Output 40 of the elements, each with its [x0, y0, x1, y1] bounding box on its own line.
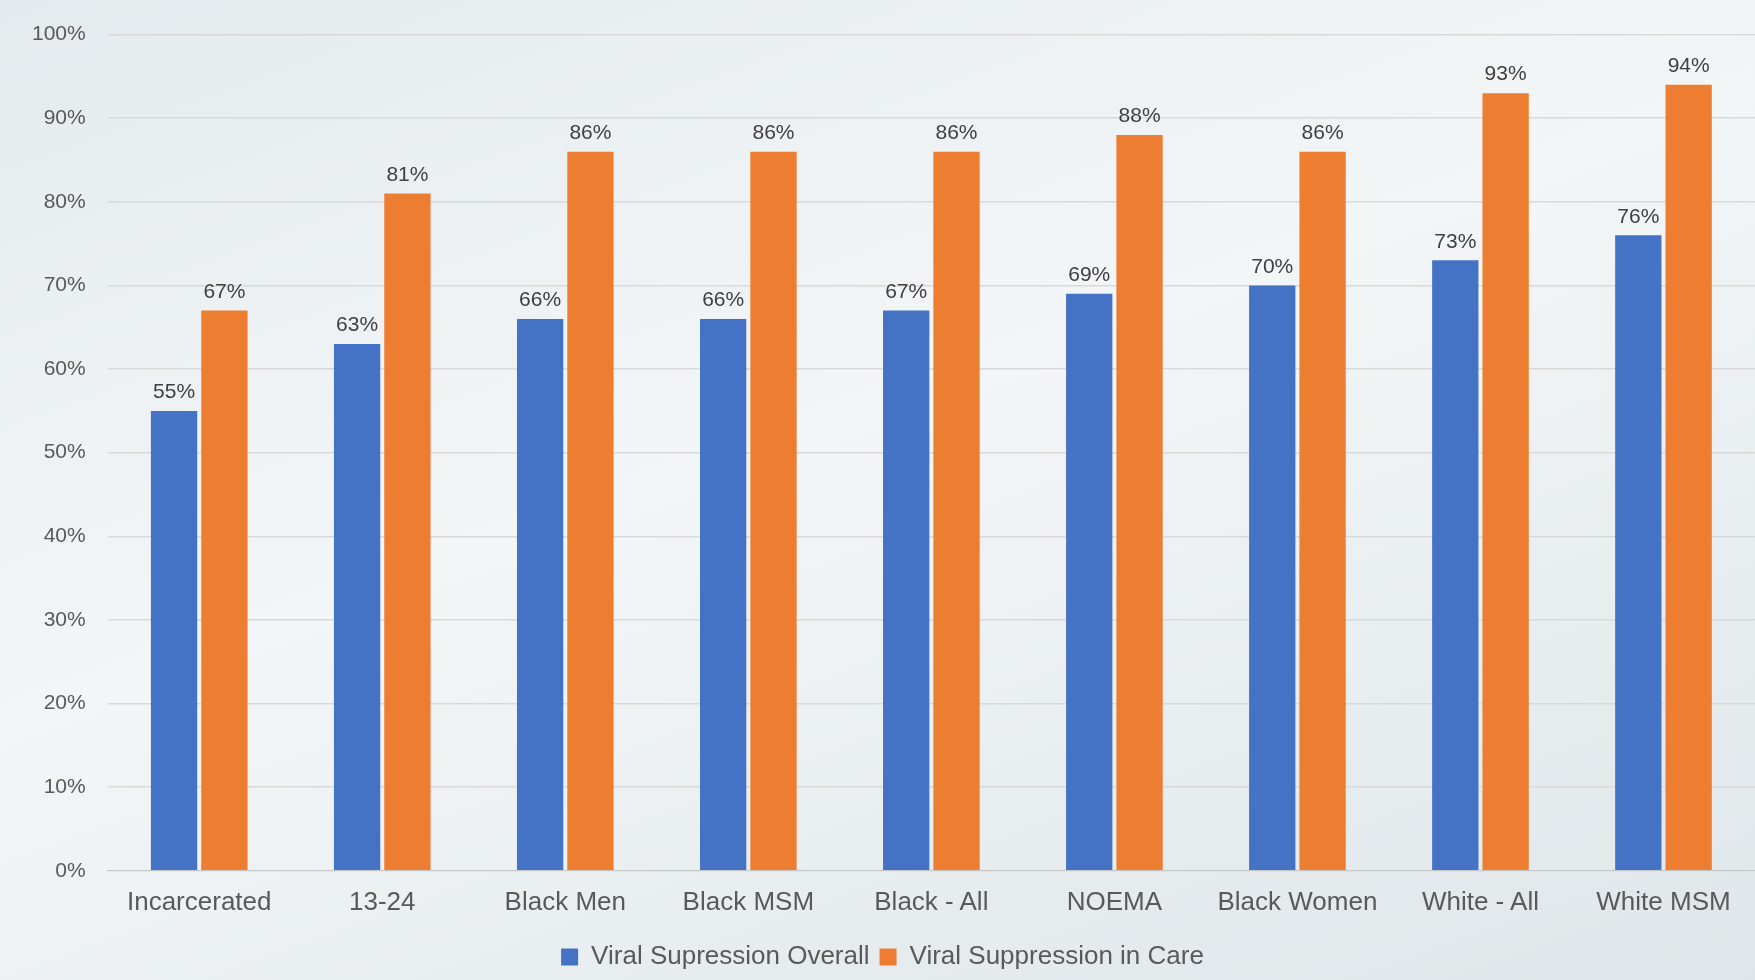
y-tick-label: 10%	[43, 773, 86, 797]
y-tick-label: 30%	[43, 606, 86, 630]
data-label: 66%	[702, 287, 745, 311]
data-label: 66%	[519, 287, 562, 311]
y-tick-label: 80%	[43, 188, 86, 212]
data-label: 86%	[1301, 119, 1344, 143]
x-tick-label: Black MSM	[682, 885, 815, 916]
data-label: 69%	[1068, 262, 1111, 286]
y-tick-label: 90%	[43, 105, 86, 129]
y-tick-label: 40%	[43, 523, 86, 547]
data-label: 73%	[1434, 228, 1477, 252]
data-label: 67%	[885, 278, 928, 302]
legend-label: Viral Suppression in Care	[909, 940, 1204, 971]
data-label: 76%	[1617, 203, 1660, 227]
x-tick-label: Black - All	[874, 885, 989, 916]
legend-label: Viral Supression Overall	[591, 940, 870, 971]
x-tick-label: 13-24	[349, 885, 416, 916]
x-tick-label: White - All	[1421, 885, 1539, 916]
y-tick-label: 20%	[43, 690, 86, 714]
x-tick-label: Black Men	[504, 885, 626, 916]
data-label: 86%	[752, 119, 795, 143]
data-label: 63%	[336, 312, 379, 336]
data-label: 88%	[1118, 103, 1161, 127]
y-tick-label: 0%	[55, 857, 86, 881]
data-label: 94%	[1667, 53, 1710, 77]
y-tick-label: 100%	[31, 21, 86, 45]
y-tick-label: 70%	[43, 272, 86, 296]
data-label: 81%	[386, 161, 429, 185]
y-tick-label: 60%	[43, 355, 86, 379]
y-tick-label: 50%	[43, 439, 86, 463]
data-label: 86%	[569, 119, 612, 143]
x-tick-label: NOEMA	[1066, 885, 1163, 916]
data-label: 70%	[1251, 253, 1294, 277]
x-tick-label: White MSM	[1596, 885, 1731, 916]
data-label: 55%	[153, 379, 196, 403]
x-tick-label: Incarcerated	[126, 885, 272, 916]
x-tick-label: Black Women	[1217, 885, 1378, 916]
data-label: 93%	[1484, 61, 1527, 85]
data-label: 86%	[935, 119, 978, 143]
data-label: 67%	[203, 278, 246, 302]
